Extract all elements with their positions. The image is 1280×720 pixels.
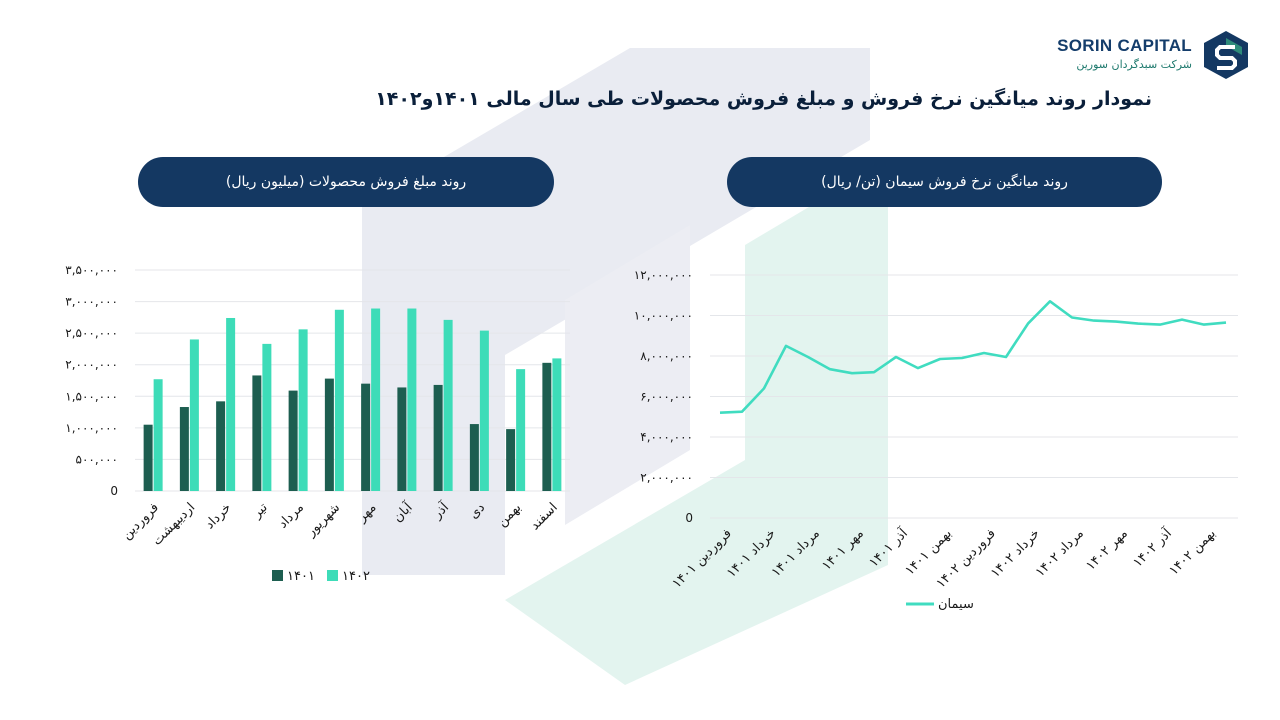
bar-1402 [262, 343, 272, 491]
x-tick-label: آذر ۱۴۰۲ [1129, 524, 1176, 571]
y-tick-label: ۸,۰۰۰,۰۰۰ [640, 349, 693, 363]
y-tick-label: ۱,۵۰۰,۰۰۰ [65, 389, 118, 403]
y-tick-label: ۱,۰۰۰,۰۰۰ [65, 421, 118, 435]
bar-1402 [479, 330, 489, 491]
x-tick-label: فروردین ۱۴۰۱ [670, 526, 735, 591]
bar-1401 [397, 387, 407, 491]
bar-1401 [433, 384, 443, 491]
bar-chart-title: روند مبلغ فروش محصولات (میلیون ریال) [225, 174, 467, 190]
bar-1401 [506, 429, 516, 491]
brand-logo: SORIN CAPITAL شرکت سبدگردان سورین [1020, 30, 1250, 80]
legend-label: سیمان [938, 597, 974, 612]
y-tick-label: ۶,۰۰۰,۰۰۰ [640, 390, 693, 404]
x-tick-label: مهر ۱۴۰۲ [1083, 526, 1131, 574]
brand-subtitle: شرکت سبدگردان سورین [1076, 58, 1192, 71]
x-tick-label: مرداد ۱۴۰۲ [1033, 526, 1087, 580]
x-tick-label: بهمن ۱۴۰۲ [1166, 526, 1218, 578]
y-tick-label: ۳,۰۰۰,۰۰۰ [65, 295, 118, 309]
x-tick-label: مرداد ۱۴۰۱ [769, 526, 823, 580]
y-tick-label: ۲,۰۰۰,۰۰۰ [65, 358, 118, 372]
y-tick-label: ۲,۰۰۰,۰۰۰ [640, 471, 693, 485]
legend-label: ۱۴۰۲ [342, 569, 370, 584]
y-tick-label: ۲,۵۰۰,۰۰۰ [65, 326, 118, 340]
legend-swatch [327, 570, 338, 581]
bar-1401 [361, 383, 371, 491]
bar-1402 [226, 317, 236, 491]
series-line-siman [719, 299, 1227, 414]
legend-swatch [272, 570, 283, 581]
bar-1402 [516, 369, 526, 491]
y-tick-label: ۳,۵۰۰,۰۰۰ [65, 263, 118, 277]
brand-name: SORIN CAPITAL [1057, 36, 1192, 55]
y-tick-label: 0 [110, 484, 118, 498]
bar-1401 [324, 378, 334, 491]
bar-1401 [252, 375, 262, 491]
y-tick-label: 0 [685, 511, 693, 525]
bar-1402 [443, 319, 453, 491]
y-tick-label: ۱۰,۰۰۰,۰۰۰ [634, 309, 693, 323]
y-tick-label: ۱۲,۰۰۰,۰۰۰ [634, 268, 693, 282]
page-title: نمودار روند میانگین نرخ فروش و مبلغ فروش… [375, 88, 1152, 110]
y-tick-label: ۴,۰۰۰,۰۰۰ [640, 430, 693, 444]
bar-1402 [407, 308, 417, 491]
bar-1402 [298, 329, 308, 491]
bar-chart-title-pill: روند مبلغ فروش محصولات (میلیون ریال) [138, 157, 554, 207]
bar-1402 [153, 379, 163, 491]
brand-mark-icon [1204, 31, 1248, 79]
bar-1401 [469, 424, 479, 491]
y-tick-label: ۵۰۰,۰۰۰ [76, 452, 119, 466]
bar-1402 [189, 339, 199, 491]
bar-1402 [552, 358, 562, 491]
x-tick-label: مهر ۱۴۰۱ [819, 526, 867, 574]
bar-1402 [371, 308, 381, 491]
bar-1401 [179, 407, 189, 491]
legend-label: ۱۴۰۱ [287, 569, 315, 584]
bar-1402 [334, 309, 344, 491]
bar-1401 [216, 401, 226, 491]
bar-1401 [542, 362, 552, 491]
line-chart-title: روند میانگین نرخ فروش سیمان (تن/ ریال) [821, 174, 1068, 190]
bar-1401 [143, 424, 153, 491]
x-tick-label: آذر ۱۴۰۱ [865, 524, 912, 571]
line-chart-title-pill: روند میانگین نرخ فروش سیمان (تن/ ریال) [727, 157, 1162, 207]
bar-1401 [288, 390, 298, 491]
